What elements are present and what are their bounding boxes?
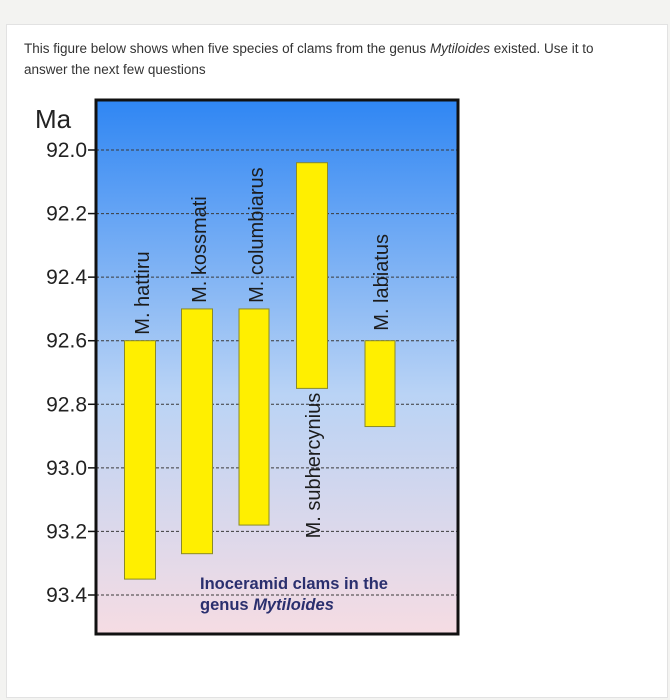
grid-lines [96,149,458,596]
species-label: M. subhercynius [303,393,325,539]
y-tick-label: 92.6 [46,330,87,353]
y-tick-label: 92.4 [46,266,87,289]
species-label: M. hattiru [132,251,154,334]
question-genus-name: Mytiloides [429,41,490,56]
species-labels: M. hattiru M. kossmati M. columbiarus M. su… [132,167,393,538]
y-tick-label: 93.4 [46,584,87,607]
chart-annotation-line1: Inoceramid clams in the [200,575,388,593]
y-tick-label: 93.2 [46,520,87,543]
range-bar [296,162,328,389]
y-axis: Ma 92.0 92.2 92.4 92.6 92.8 93.0 93.2 93.4 [35,104,96,607]
y-tick-label: 92.0 [46,139,87,162]
y-axis-label: Ma [35,104,72,134]
plot-background [96,100,458,634]
range-bar [124,340,156,580]
species-label: M. columbiarus [246,167,268,303]
plot-frame [94,98,460,636]
chart-annotation-line2: genus Mytiloides [200,596,334,614]
y-tick-label: 93.0 [46,457,87,480]
question-text-before: This figure below shows when five specie… [24,41,430,56]
chart-annotation: Inoceramid clams in the genus Mytiloides [200,575,393,614]
species-label: M. labiatus [371,234,393,331]
range-bar [181,308,213,555]
range-bar [364,340,396,428]
range-bars [124,162,396,580]
question-text: This figure below shows when five specie… [24,38,624,80]
y-tick-label: 92.8 [46,393,87,416]
chart-annotation-genus: Mytiloides [253,596,334,614]
species-label: M. kossmati [189,196,211,303]
range-bar [238,308,270,526]
question-text-after: existed. Use it to answer the next few q… [24,41,594,77]
chart-annotation-prefix: genus [200,596,253,614]
y-tick-label: 92.2 [46,203,87,226]
